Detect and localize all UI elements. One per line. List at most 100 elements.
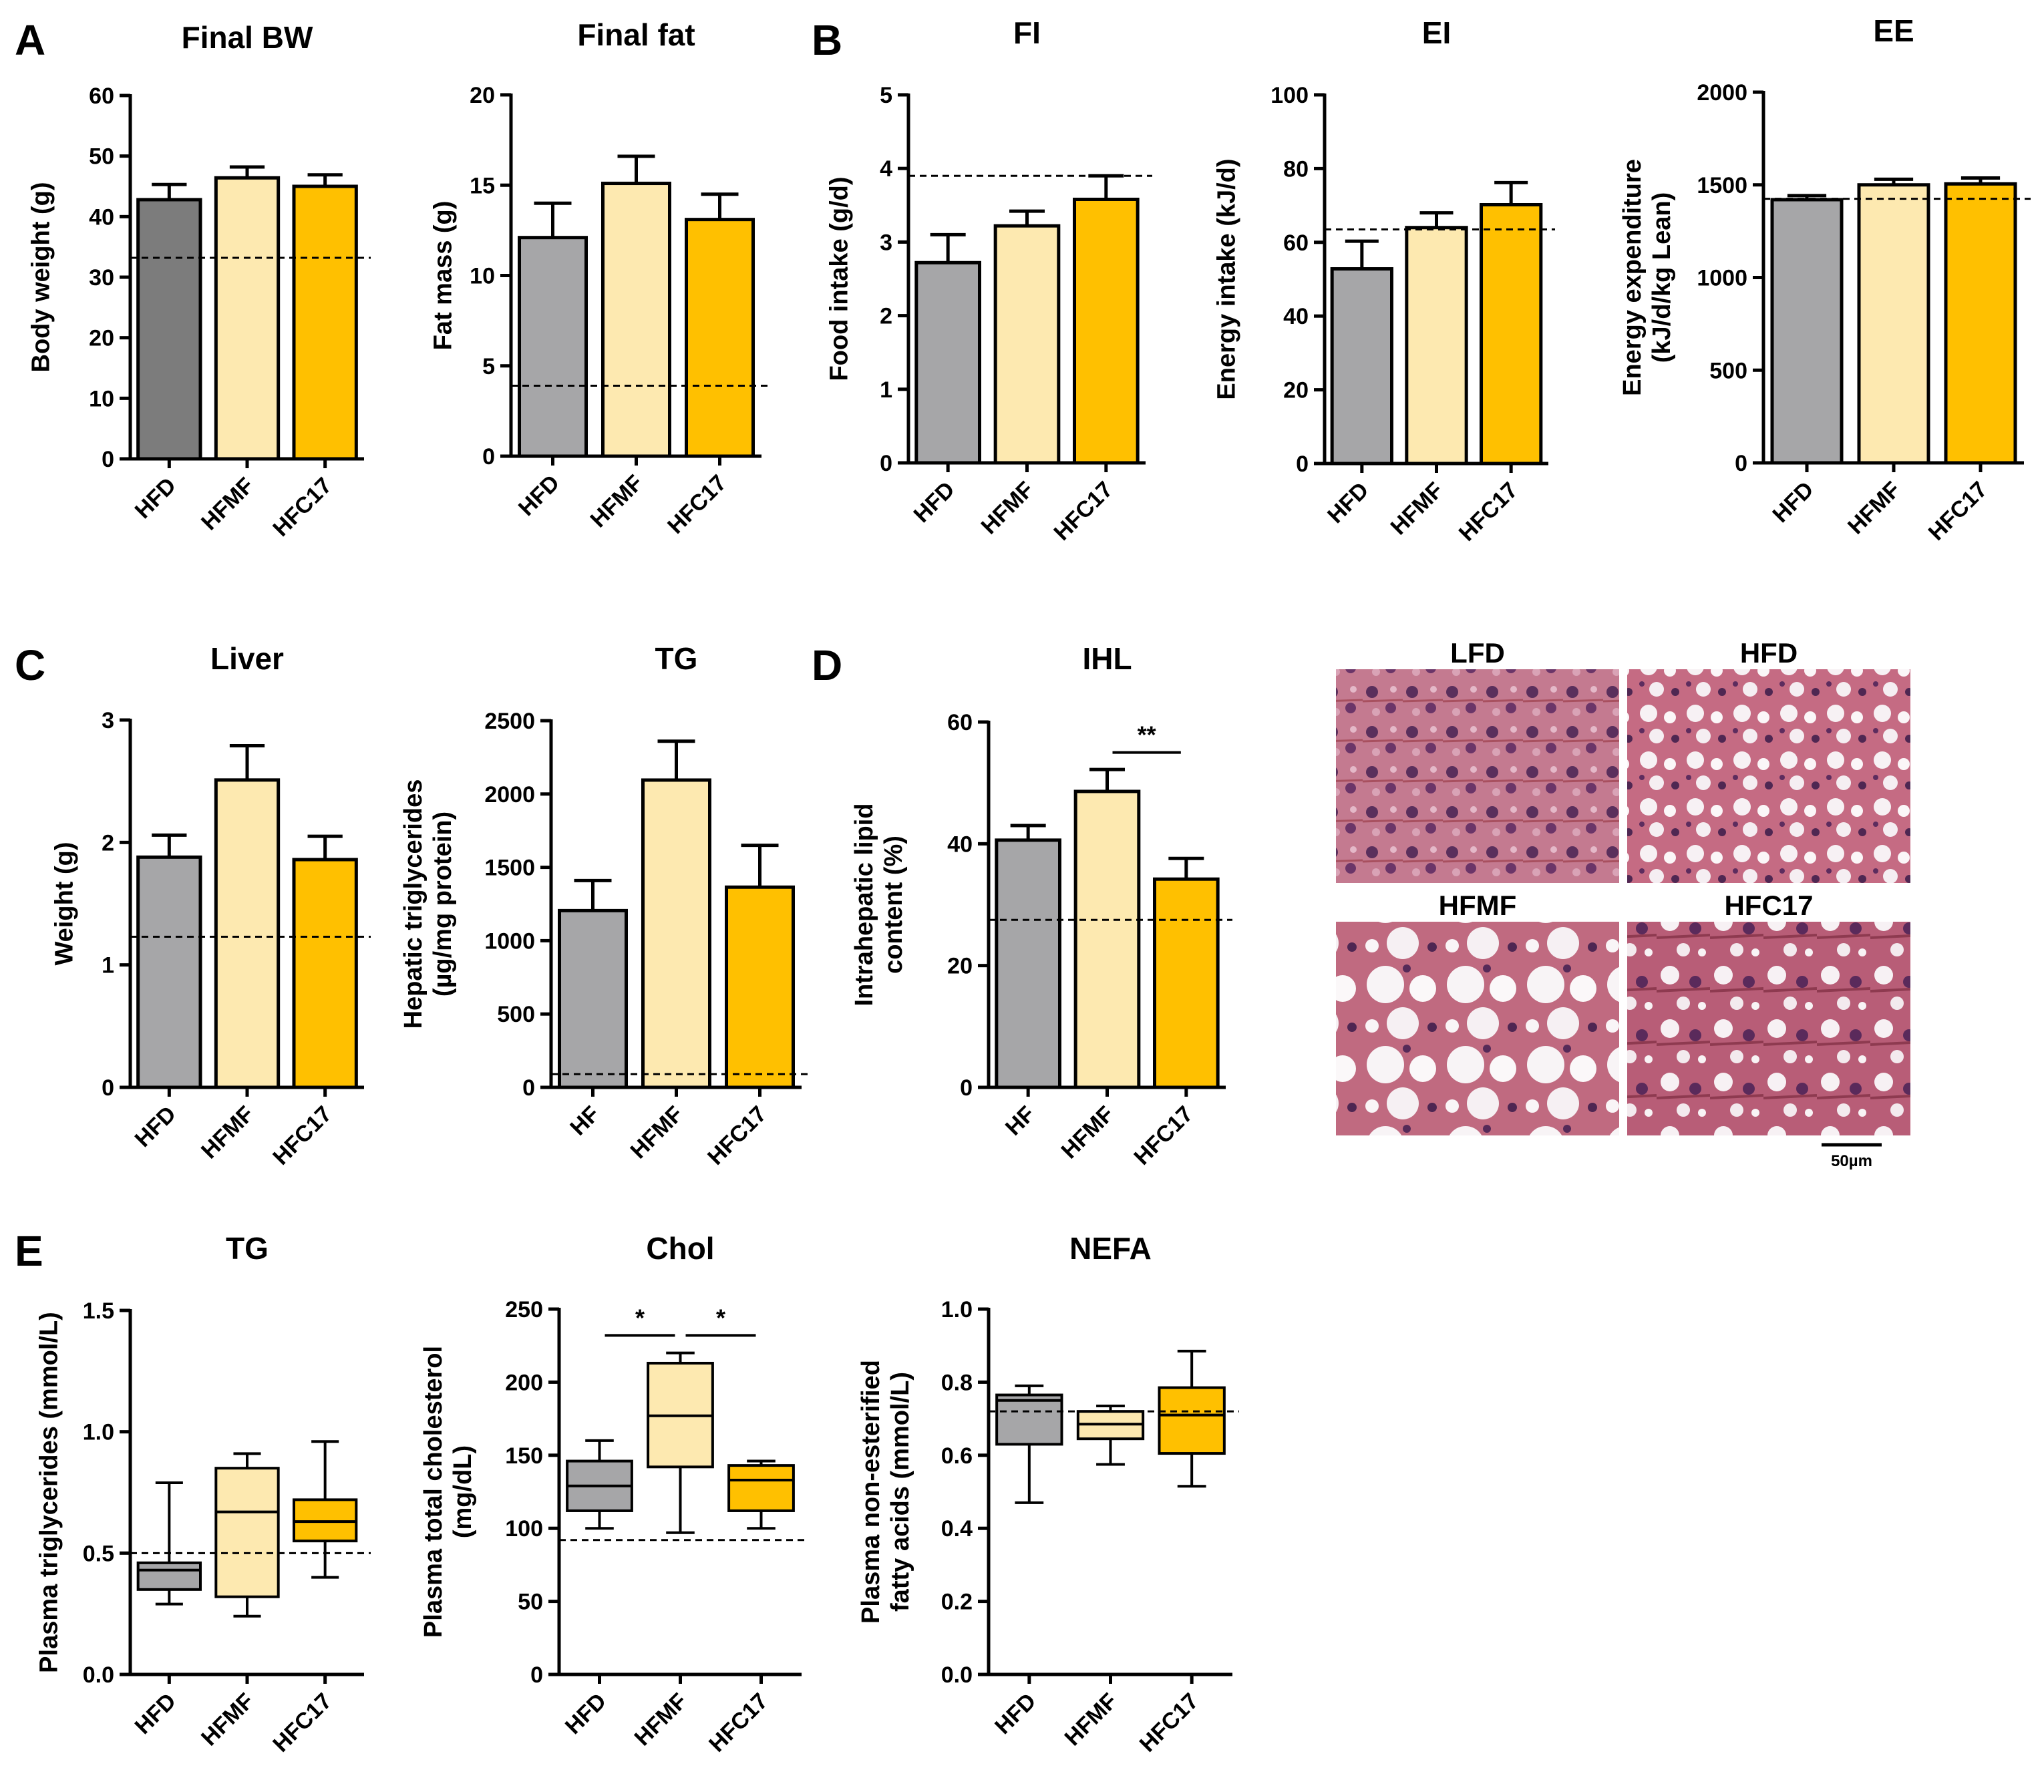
x-tick-label: HFC17 [268, 473, 337, 542]
y-tick-label: 1 [102, 953, 114, 978]
y-tick-label: 1000 [484, 928, 535, 954]
x-tick-label: HFD [130, 473, 181, 524]
chart-title: Final fat [577, 17, 695, 52]
bar-hfc17 [292, 858, 358, 1089]
scale-bar-label: 50µm [1831, 1152, 1872, 1170]
bar-hfmf [214, 176, 281, 461]
x-tick-label: HFMF [196, 1101, 259, 1164]
y-tick-label: 40 [89, 204, 114, 230]
y-tick-label: 30 [89, 265, 114, 291]
y-tick-label: 50 [89, 144, 114, 170]
x-tick-label: HFC17 [704, 1688, 773, 1757]
bar-hfc17 [292, 184, 358, 461]
box-hfc17 [727, 1464, 795, 1512]
x-tick-label: HFC17 [1129, 1101, 1198, 1170]
chart-title: NEFA [1069, 1231, 1152, 1266]
box-hfd [136, 1561, 202, 1591]
y-axis-label-line: Energy expenditure [1619, 159, 1647, 396]
x-tick-label: HFMF [626, 1101, 689, 1164]
x-tick-label: HFMF [586, 470, 649, 533]
x-tick-label: HFC17 [703, 1101, 772, 1170]
y-axis-label-line: Plasma non-esterified [857, 1360, 885, 1624]
x-tick-label: HFMF [1057, 1101, 1120, 1164]
histology-image-hfd [1627, 669, 1910, 883]
y-tick-label: 3 [880, 230, 892, 255]
y-tick-label: 500 [497, 1002, 535, 1027]
chart-plasma-tg: TG Plasma triglycerides (mmol/L) 0.0 0.5 1.0… [35, 1231, 371, 1757]
y-tick-label: 0 [1735, 451, 1747, 476]
chart-plasma-nefa: NEFA Plasma non-esterifiedfatty acids (mm… [857, 1231, 1239, 1757]
y-tick-label: 1500 [484, 856, 535, 881]
y-axis-label: Plasma triglycerides (mmol/L) [35, 1312, 63, 1673]
y-axis-label: Weight (g) [50, 842, 78, 965]
x-tick-label: HFMF [977, 477, 1039, 540]
y-axis-label-line: Plasma total cholesterol [419, 1346, 448, 1638]
y-axis-label-line: Intrahepatic lipid [850, 803, 878, 1006]
y-tick-label: 60 [89, 83, 114, 109]
bar-hfd [1770, 198, 1844, 465]
y-tick-label: 1 [880, 377, 892, 403]
y-tick-label: 1000 [1697, 266, 1747, 291]
y-tick-label: 0.2 [941, 1590, 973, 1615]
y-axis-label: Plasma total cholesterol(mg/dL) [419, 1346, 477, 1638]
bar-hfc17 [1153, 877, 1220, 1089]
x-tick-label: HFMF [196, 1688, 259, 1751]
bar-hfmf [993, 224, 1061, 465]
y-axis-label: Fat mass (g) [429, 201, 457, 351]
histology-image-lfd [1336, 669, 1619, 883]
y-axis-label: Energy intake (kJ/d) [1212, 158, 1240, 399]
y-axis-label-line: (mg/dL) [449, 1445, 477, 1538]
bar-hfc17 [1944, 182, 2017, 465]
significance-label: ** [1138, 721, 1156, 749]
chart-title: TG [226, 1231, 269, 1266]
x-tick-label: HFC17 [1924, 477, 1993, 546]
y-tick-label: 10 [470, 264, 495, 289]
x-tick-label: HFMF [1386, 478, 1449, 540]
y-tick-label: 2000 [1697, 80, 1747, 106]
x-tick-label: HF [1001, 1101, 1040, 1141]
chart-ihl: IHL Intrahepatic lipidcontent (%) 0 20 40 60 H… [850, 641, 1232, 1170]
y-axis-label-line: fatty acids (mmol/L) [886, 1372, 914, 1612]
histology-label-lfd: LFD [1450, 637, 1505, 669]
bar-hfd [914, 260, 982, 465]
y-tick-label: 15 [470, 173, 495, 198]
y-axis-label: Plasma non-esterifiedfatty acids (mmol/L… [857, 1360, 914, 1624]
chart-title: IHL [1082, 641, 1132, 676]
y-axis-label: Energy expenditure(kJ/d/kg Lean) [1619, 159, 1676, 396]
y-tick-label: 4 [880, 156, 892, 182]
bar-hfmf [641, 778, 711, 1089]
chart-title: Liver [210, 641, 284, 676]
y-tick-label: 0 [1296, 452, 1309, 477]
y-axis-label-line: (µg/mg protein) [429, 812, 457, 997]
y-tick-label: 0.8 [941, 1370, 973, 1395]
y-axis-label-line: content (%) [880, 836, 908, 974]
x-tick-label: HFMF [630, 1688, 693, 1751]
bar-hfmf [601, 182, 671, 458]
bar-hfc17 [725, 885, 795, 1089]
y-tick-label: 150 [505, 1443, 543, 1469]
chart-title: TG [655, 641, 698, 676]
y-axis-label-line: Fat mass (g) [429, 201, 457, 351]
box-hfd [995, 1393, 1063, 1446]
y-tick-label: 5 [880, 83, 892, 108]
y-tick-label: 0.0 [83, 1662, 114, 1688]
x-tick-label: HFC17 [1049, 477, 1118, 546]
bar-hfc17 [1073, 197, 1140, 465]
y-tick-label: 60 [947, 710, 973, 735]
y-tick-label: 3 [102, 708, 114, 733]
y-axis-label-line: Plasma triglycerides (mmol/L) [35, 1312, 63, 1673]
y-tick-label: 0 [522, 1075, 535, 1101]
y-axis-label: Hepatic triglycerides(µg/mg protein) [399, 779, 457, 1029]
panel-label-c: C [15, 641, 45, 689]
y-tick-label: 60 [1283, 230, 1309, 256]
y-tick-label: 0 [102, 447, 114, 472]
x-tick-label: HF [565, 1101, 605, 1141]
y-tick-label: 20 [470, 83, 495, 108]
y-tick-label: 0.0 [941, 1662, 973, 1688]
x-tick-label: HFD [560, 1688, 611, 1739]
y-tick-label: 0.4 [941, 1516, 973, 1542]
chart-plasma-chol: Chol Plasma total cholesterol(mg/dL) 0 50 10… [419, 1231, 808, 1757]
y-tick-label: 50 [518, 1590, 543, 1615]
box-hfc17 [1158, 1386, 1226, 1455]
